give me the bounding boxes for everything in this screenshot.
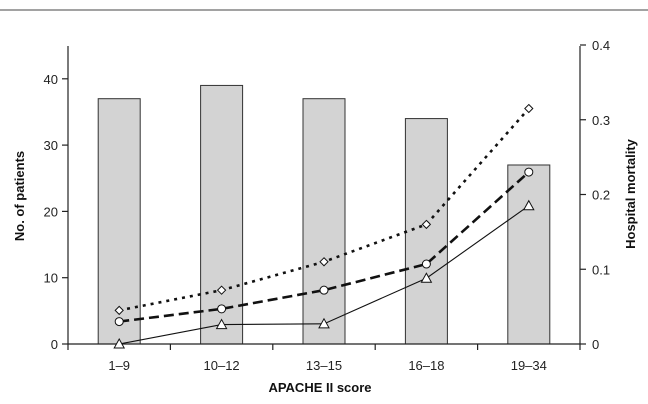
triangle-marker-0	[113, 337, 126, 349]
y2-tick-label-3: 0.3	[592, 113, 610, 128]
y-tick-label-4: 40	[44, 72, 58, 87]
circle-marker-3	[421, 259, 431, 269]
y2-tick-label-0: 0	[592, 337, 599, 352]
bar-2	[302, 98, 346, 345]
y2-axis-title: Hospital mortality	[623, 138, 638, 249]
triangle-marker-2	[318, 317, 330, 329]
circle-marker-1	[217, 304, 227, 314]
x-tick-label-4: 19–34	[511, 358, 547, 373]
x-tick-label-0: 1–9	[108, 358, 130, 373]
y-tick-label-3: 30	[44, 138, 58, 153]
bar-4	[507, 164, 551, 345]
triangle-marker-3	[420, 272, 433, 283]
x-axis-title: APACHE II score	[268, 380, 371, 395]
bar-3	[404, 118, 448, 345]
series-line-dashed	[119, 171, 530, 323]
triangle-marker-1	[215, 318, 228, 330]
y-tick-label-0: 0	[51, 337, 58, 352]
y2-tick-label-1: 0.1	[592, 262, 610, 277]
y2-tick-label-2: 0.2	[592, 188, 610, 203]
bar-1	[200, 84, 244, 345]
x-tick-label-3: 16–18	[408, 358, 444, 373]
y-axis-title: No. of patients	[12, 151, 27, 241]
y2-tick-label-4: 0.4	[592, 38, 610, 53]
x-tick-label-1: 10–12	[204, 358, 240, 373]
diamond-marker-2	[319, 257, 329, 267]
y-tick-label-2: 20	[44, 204, 58, 219]
diamond-marker-1	[216, 285, 227, 295]
circle-marker-4	[524, 167, 534, 177]
x-tick-label-2: 13–15	[306, 358, 342, 373]
circle-marker-2	[319, 285, 329, 295]
circle-marker-0	[114, 317, 124, 327]
triangle-marker-4	[522, 199, 535, 211]
diamond-marker-3	[421, 219, 432, 230]
diamond-marker-4	[524, 103, 534, 114]
diamond-marker-0	[114, 305, 124, 316]
y-tick-label-1: 10	[44, 271, 58, 286]
